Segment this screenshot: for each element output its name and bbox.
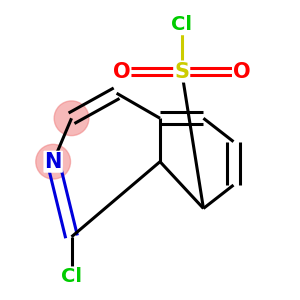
Text: Cl: Cl (61, 267, 82, 286)
Circle shape (36, 144, 70, 179)
Circle shape (54, 101, 89, 136)
Text: Cl: Cl (171, 15, 192, 34)
Text: O: O (233, 61, 251, 82)
Text: O: O (113, 61, 130, 82)
Text: S: S (174, 61, 189, 82)
Text: N: N (44, 152, 62, 172)
